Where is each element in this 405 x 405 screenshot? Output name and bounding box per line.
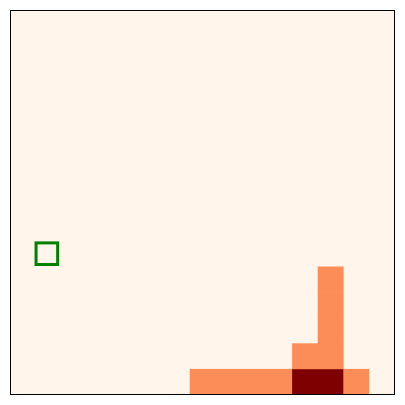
heatmap-cell (215, 368, 242, 395)
heatmap-cell (292, 368, 318, 395)
heatmap-cell (292, 343, 318, 370)
heatmap-cell (189, 368, 216, 395)
heatmap-cell (317, 266, 344, 293)
marker-layer (34, 241, 60, 266)
heatmap-cell (240, 368, 267, 395)
heatmap-cell (317, 343, 344, 370)
heatmap-cell (317, 317, 344, 344)
heatmap-cell (266, 368, 293, 395)
cells-layer (10, 10, 395, 395)
heatmap-cell (317, 292, 344, 318)
marker-square (34, 241, 60, 266)
plot-frame (10, 10, 395, 395)
heatmap-cell (317, 368, 344, 395)
heatmap-cell (343, 368, 370, 395)
